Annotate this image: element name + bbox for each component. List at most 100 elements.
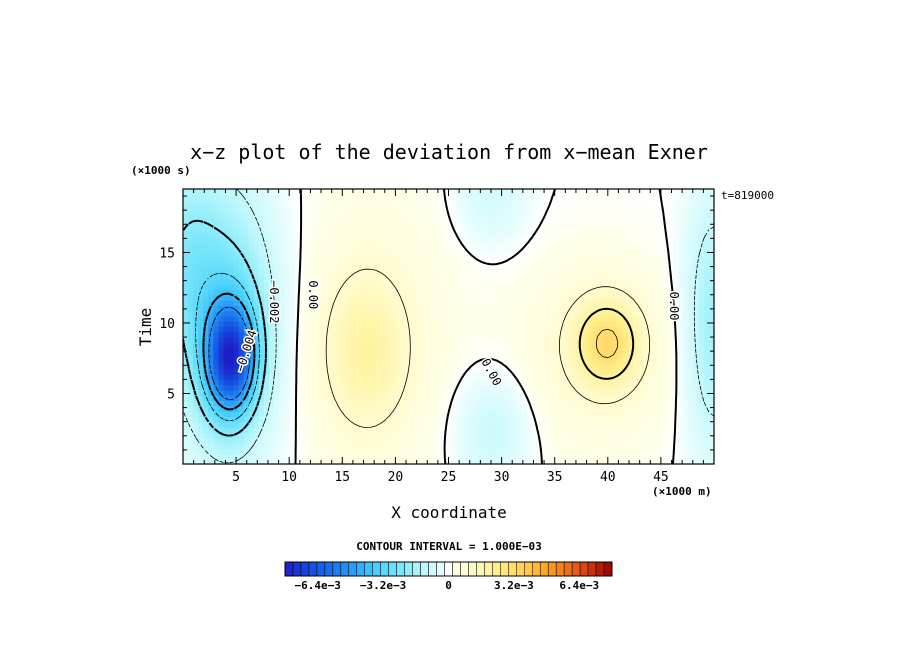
field-cell [223,215,230,222]
field-cell [552,384,558,391]
field-cell [567,384,573,391]
field-cell [456,257,462,264]
field-cell [461,432,467,439]
field-cell [385,278,391,285]
field-cell [198,294,204,301]
field-cell [567,215,573,222]
field-cell [552,442,558,449]
field-cell [344,337,351,343]
field-cell [268,226,275,232]
field-cell [208,252,214,259]
field-cell [622,448,629,455]
field-cell [597,236,604,243]
field-cell [410,305,417,312]
field-cell [218,453,225,460]
field-cell [607,268,614,275]
field-cell [228,284,235,291]
field-cell [678,368,685,375]
field-cell [567,389,573,396]
field-cell [633,442,639,449]
field-cell [678,379,685,386]
field-cell [471,337,477,343]
field-cell [324,289,331,296]
field-cell [658,305,665,312]
field-cell [703,326,710,333]
field-cell [451,400,457,407]
field-cell [658,337,665,343]
field-cell [481,432,488,439]
field-cell [597,384,604,391]
field-cell [208,384,214,391]
field-cell [693,310,700,317]
field-cell [223,321,230,328]
field-cell [223,247,230,254]
field-cell [688,247,695,254]
field-cell [279,337,285,343]
field-cell [531,405,538,412]
field-cell [198,247,204,254]
field-cell [385,310,391,317]
field-cell [643,368,649,375]
field-cell [289,405,295,412]
field-cell [248,215,255,222]
field-cell [370,421,376,428]
field-cell [683,247,690,254]
field-cell [683,257,690,264]
field-cell [390,442,396,449]
field-cell [360,416,366,423]
field-cell [223,384,230,391]
field-cell [430,210,437,217]
field-cell [668,257,675,264]
field-cell [344,294,351,301]
field-cell [203,337,209,343]
field-cell [299,416,305,423]
field-cell [648,358,654,365]
field-cell [633,315,639,322]
field-cell [380,273,386,280]
field-cell [562,305,568,312]
field-cell [365,321,371,328]
field-cell [461,352,467,359]
field-cell [228,252,235,259]
field-cell [243,315,250,322]
field-cell [319,368,326,375]
field-cell [577,374,584,380]
field-cell [663,247,670,254]
field-cell [476,437,482,444]
field-cell [263,241,270,248]
field-cell [365,421,371,428]
field-cell [390,278,396,285]
field-cell [243,453,250,460]
field-cell [309,236,316,243]
field-cell [228,352,235,359]
field-cell [405,379,412,386]
field-cell [506,231,513,238]
field-cell [299,347,305,354]
field-cell [501,315,508,322]
field-cell [279,284,285,291]
field-cell [258,268,265,275]
field-cell [481,395,488,402]
field-cell [400,268,407,275]
field-cell [703,226,710,232]
field-cell [683,294,690,301]
field-cell [360,300,366,306]
field-cell [638,347,644,354]
field-cell [228,305,235,312]
field-cell [587,231,594,238]
field-cell [274,368,280,375]
field-cell [628,273,634,280]
field-cell [552,337,558,343]
field-cell [572,437,579,444]
field-cell [587,405,594,412]
field-cell [562,384,568,391]
field-cell [683,231,690,238]
field-cell [653,421,659,428]
field-cell [354,363,361,370]
field-cell [299,247,305,254]
field-cell [486,252,493,259]
field-cell [643,426,649,433]
field-cell [622,252,629,259]
field-cell [324,315,331,322]
field-cell [466,315,472,322]
